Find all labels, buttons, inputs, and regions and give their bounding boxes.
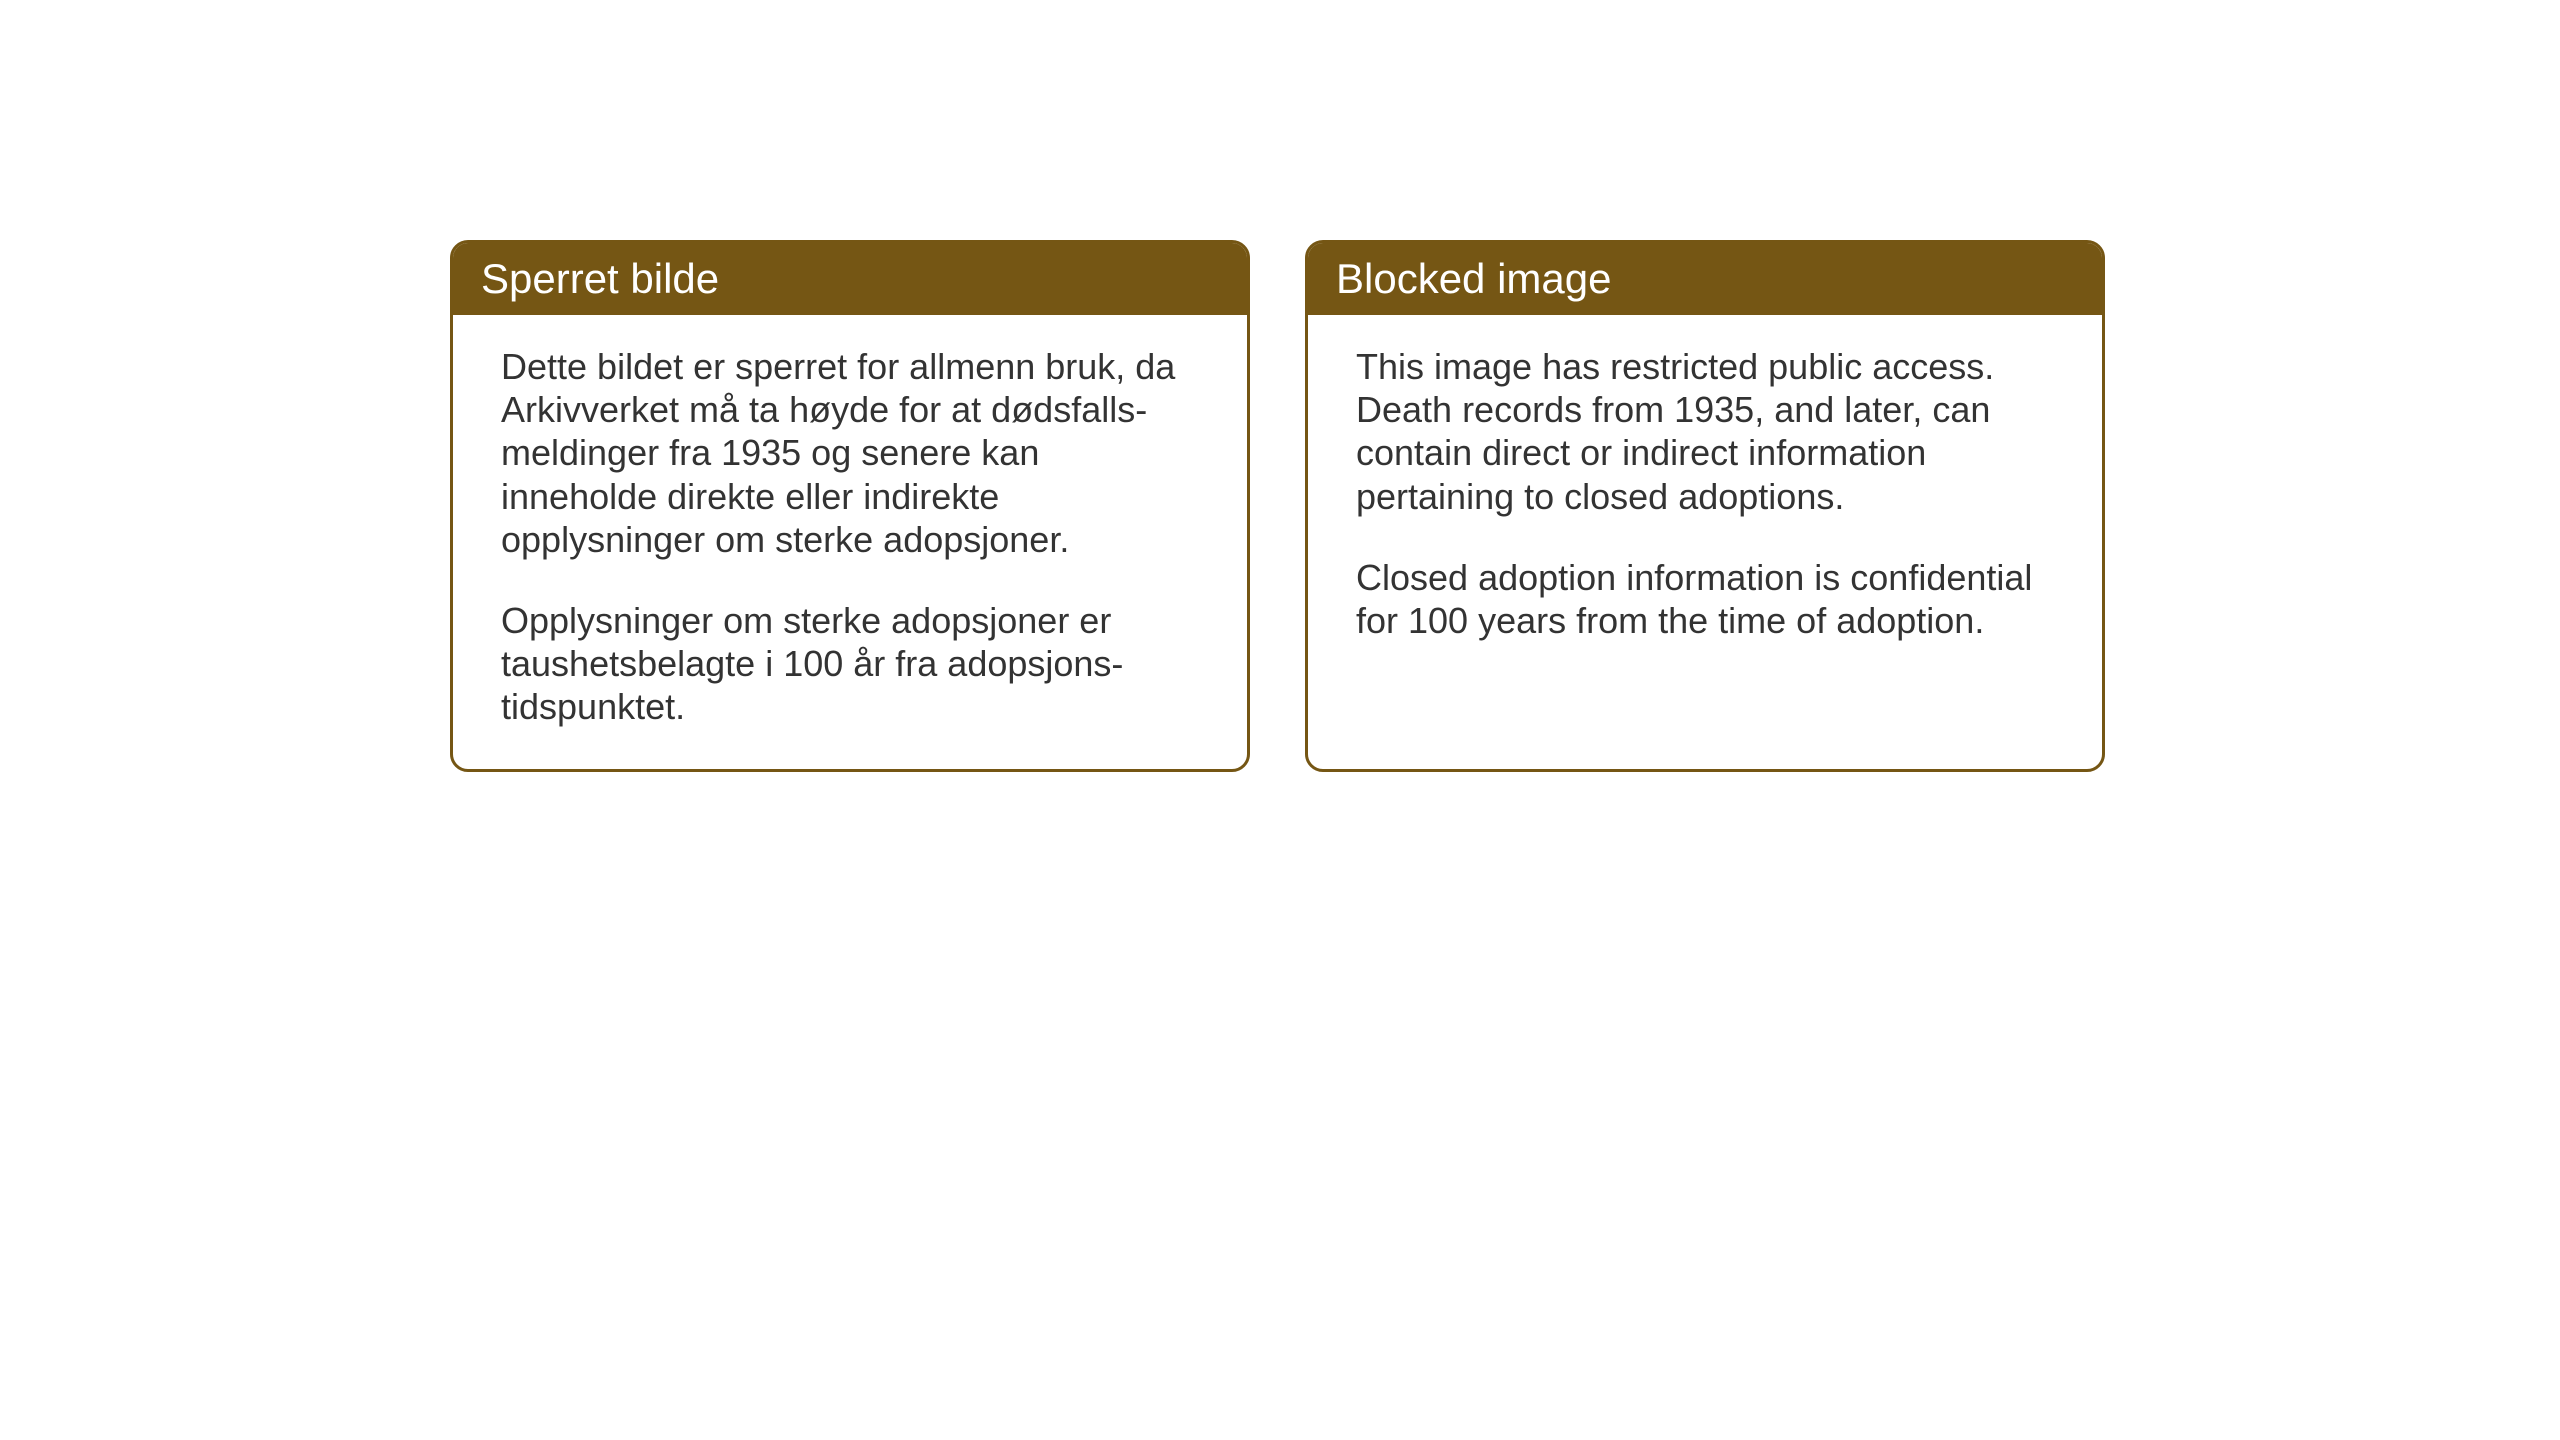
card-norwegian-paragraph2: Opplysninger om sterke adopsjoner er tau… <box>501 599 1199 729</box>
card-english: Blocked image This image has restricted … <box>1305 240 2105 772</box>
card-english-paragraph1: This image has restricted public access.… <box>1356 345 2054 518</box>
card-norwegian: Sperret bilde Dette bildet er sperret fo… <box>450 240 1250 772</box>
card-english-title: Blocked image <box>1336 255 1611 302</box>
card-english-body: This image has restricted public access.… <box>1308 315 2102 745</box>
card-norwegian-title: Sperret bilde <box>481 255 719 302</box>
cards-container: Sperret bilde Dette bildet er sperret fo… <box>450 240 2105 772</box>
card-english-paragraph2: Closed adoption information is confident… <box>1356 556 2054 642</box>
card-norwegian-header: Sperret bilde <box>453 243 1247 315</box>
card-norwegian-paragraph1: Dette bildet er sperret for allmenn bruk… <box>501 345 1199 561</box>
card-english-header: Blocked image <box>1308 243 2102 315</box>
card-norwegian-body: Dette bildet er sperret for allmenn bruk… <box>453 315 1247 769</box>
